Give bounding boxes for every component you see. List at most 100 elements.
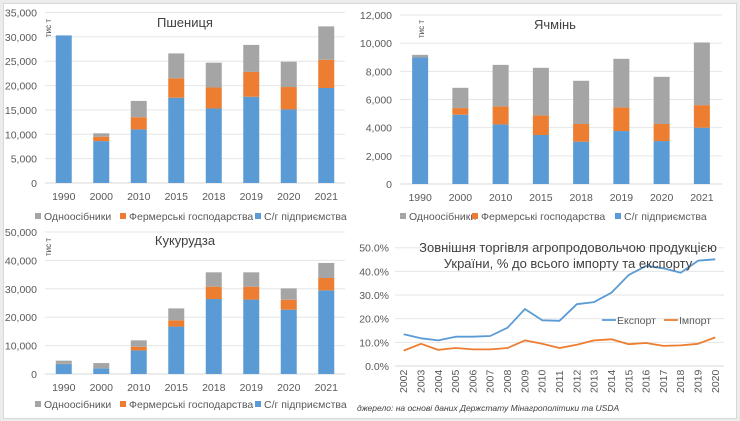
bar-segment-farms bbox=[243, 286, 260, 300]
x-tick-label: 2016 bbox=[641, 369, 653, 393]
bar-segment-enterprises bbox=[93, 141, 110, 183]
bar-segment-farms bbox=[243, 71, 260, 97]
legend-label: Фермерські господарства bbox=[129, 399, 253, 411]
bar-segment-farms bbox=[168, 78, 185, 98]
bar-segment-farms bbox=[613, 107, 630, 132]
bar-segment-farms bbox=[318, 59, 335, 89]
y-tick-label: 0 bbox=[31, 178, 37, 190]
y-tick-label: 10.0% bbox=[359, 337, 389, 349]
chart-title-line-1: Зовнішня торгівля агропродовольчою проду… bbox=[419, 240, 717, 255]
bar-segment-farms bbox=[168, 320, 185, 327]
bar-segment-enterprises bbox=[653, 141, 670, 184]
legend-swatch-enterprises bbox=[615, 213, 621, 219]
x-tick-label: 2000 bbox=[90, 191, 114, 203]
legend-label: Фермерські господарства bbox=[129, 211, 253, 223]
y-tick-label: 8,000 bbox=[366, 66, 392, 78]
x-tick-label: 2014 bbox=[606, 369, 618, 393]
x-tick-label: 2021 bbox=[315, 191, 339, 203]
bar-segment-individual bbox=[243, 272, 260, 287]
y-tick-label: 50,000 bbox=[5, 227, 37, 239]
bar-segment-farms bbox=[205, 87, 222, 109]
bar-segment-individual bbox=[532, 67, 549, 116]
x-tick-label: 1990 bbox=[52, 191, 76, 203]
bar-segment-farms bbox=[93, 136, 110, 142]
x-tick-label: 2007 bbox=[485, 369, 497, 393]
y-tick-label: 0.0% bbox=[365, 361, 389, 373]
bar-segment-individual bbox=[168, 53, 185, 79]
x-tick-label: 2018 bbox=[675, 369, 687, 393]
legend-swatch-farms bbox=[120, 401, 126, 407]
x-tick-label: 2015 bbox=[165, 382, 189, 394]
bar-segment-enterprises bbox=[168, 326, 185, 374]
bar-segment-farms bbox=[318, 278, 335, 291]
y-tick-label: 30,000 bbox=[5, 284, 37, 296]
bar-segment-enterprises bbox=[693, 127, 710, 184]
bar-segment-farms bbox=[693, 105, 710, 128]
x-tick-label: 2019 bbox=[693, 369, 705, 393]
bar-segment-enterprises bbox=[55, 35, 72, 183]
chart-title-line-2: України, % до всього імпорту та експорту bbox=[444, 256, 693, 271]
bar-segment-enterprises bbox=[55, 364, 72, 374]
bar-segment-enterprises bbox=[492, 124, 509, 184]
bar-segment-individual bbox=[168, 308, 185, 321]
bar-segment-individual bbox=[243, 44, 260, 72]
y-unit-label: тис т bbox=[44, 238, 53, 256]
bar-segment-individual bbox=[412, 54, 429, 58]
bar-segment-enterprises bbox=[168, 97, 185, 183]
x-tick-label: 2020 bbox=[650, 192, 674, 204]
bar-segment-enterprises bbox=[205, 299, 222, 374]
y-tick-label: 40.0% bbox=[359, 266, 389, 278]
x-tick-label: 2019 bbox=[610, 192, 634, 204]
stacked-bar-chart-1: 0 2,000 4,000 6,000 8,000 10,000 12,000 Ячмінь т… bbox=[360, 10, 722, 223]
x-tick-label: 2021 bbox=[315, 382, 339, 394]
bar-segment-individual bbox=[653, 76, 670, 125]
bar-segment-enterprises bbox=[130, 129, 147, 183]
y-tick-label: 30.0% bbox=[359, 290, 389, 302]
series-line-import bbox=[403, 336, 716, 352]
x-tick-label: 2010 bbox=[489, 192, 513, 204]
legend-swatch-farms bbox=[472, 213, 478, 219]
legend-label: С/г підприємства bbox=[264, 399, 347, 411]
source-note: джерело: на основі даних Держстату Мінаг… bbox=[357, 403, 619, 413]
bar-segment-individual bbox=[55, 360, 72, 364]
bar-segment-farms bbox=[452, 108, 469, 115]
x-tick-label: 2020 bbox=[277, 382, 301, 394]
bar-segment-enterprises bbox=[243, 299, 260, 374]
y-tick-label: 4,000 bbox=[366, 123, 392, 135]
bar-segment-individual bbox=[130, 100, 147, 118]
y-tick-label: 20.0% bbox=[359, 314, 389, 326]
bar-segment-farms bbox=[573, 124, 590, 142]
bar-segment-enterprises bbox=[93, 368, 110, 374]
legend: Одноосібники Фермерські господарства С/г п… bbox=[35, 211, 347, 223]
bar-segment-farms bbox=[130, 117, 147, 130]
chart-title: Пшениця bbox=[157, 15, 213, 30]
bar-segment-enterprises bbox=[318, 88, 335, 183]
legend-label: С/г підприємства bbox=[264, 211, 347, 223]
x-tick-label: 2015 bbox=[623, 369, 635, 393]
legend-label: Одноосібники bbox=[44, 399, 111, 411]
legend-swatch-farms bbox=[120, 213, 126, 219]
y-tick-label: 10,000 bbox=[5, 129, 37, 141]
y-unit-label: тис т bbox=[44, 19, 53, 37]
legend-label: С/г підприємства bbox=[624, 211, 707, 223]
y-tick-label: 50.0% bbox=[359, 243, 389, 255]
bar-segment-enterprises bbox=[412, 57, 429, 185]
y-tick-label: 30,000 bbox=[5, 32, 37, 44]
bar-segment-farms bbox=[205, 286, 222, 300]
x-tick-label: 2003 bbox=[415, 369, 427, 393]
bar-segment-individual bbox=[205, 272, 222, 287]
stacked-bar-chart-2: 0 10,000 20,000 30,000 40,000 50,000 Кукурудза… bbox=[5, 227, 347, 411]
y-tick-label: 0 bbox=[31, 369, 37, 381]
y-tick-label: 2,000 bbox=[366, 151, 392, 163]
y-tick-label: 12,000 bbox=[360, 10, 392, 22]
bar-segment-enterprises bbox=[280, 309, 297, 374]
y-tick-label: 10,000 bbox=[360, 38, 392, 50]
bar-segment-farms bbox=[280, 299, 297, 310]
legend-label: Фермерські господарства bbox=[481, 211, 605, 223]
x-tick-label: 2013 bbox=[589, 369, 601, 393]
y-tick-label: 0 bbox=[386, 179, 392, 191]
x-tick-label: 2005 bbox=[450, 369, 462, 393]
bar-segment-enterprises bbox=[573, 141, 590, 184]
x-tick-label: 2015 bbox=[529, 192, 553, 204]
legend-label: Одноосібники bbox=[44, 211, 111, 223]
